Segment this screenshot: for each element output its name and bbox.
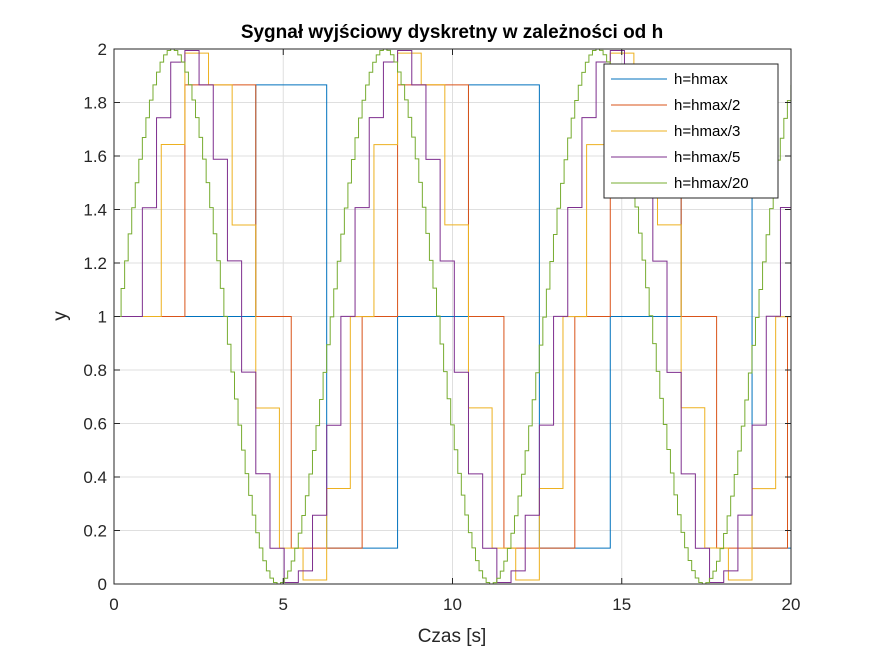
x-tick-label: 0 xyxy=(109,595,118,614)
y-tick-label: 0.8 xyxy=(83,361,107,380)
y-tick-label: 0.6 xyxy=(83,415,107,434)
legend-label-3: h=hmax/3 xyxy=(674,123,740,140)
series-line-4 xyxy=(114,49,791,584)
x-tick-label: 10 xyxy=(443,595,462,614)
y-tick-label: 1.6 xyxy=(83,147,107,166)
series-line-3 xyxy=(114,52,791,581)
legend-label-2: h=hmax/2 xyxy=(674,97,740,114)
y-tick-label: 0.2 xyxy=(83,522,107,541)
y-tick-label: 1.2 xyxy=(83,254,107,273)
y-tick-label: 1 xyxy=(98,308,107,327)
series-line-5 xyxy=(114,48,792,585)
legend: h=hmax h=hmax/2 h=hmax/3 h=hmax/5 h=hmax/20 xyxy=(603,63,779,199)
y-tick-label: 0 xyxy=(98,575,107,594)
x-tick-label: 20 xyxy=(782,595,801,614)
legend-label-4: h=hmax/5 xyxy=(674,149,740,166)
legend-label-1: h=hmax xyxy=(674,71,728,88)
legend-label-5: h=hmax/20 xyxy=(674,175,749,192)
x-tick-label: 15 xyxy=(612,595,631,614)
y-axis-label: y xyxy=(50,311,71,321)
x-tick-label: 5 xyxy=(279,595,288,614)
chart-title: Sygnał wyjściowy dyskretny w zależności … xyxy=(241,22,663,43)
axis-ticks: 0 5 10 15 20 0 0.2 0.4 0.6 0.8 1 1.2 1.4 1.6 1.8 2 xyxy=(83,40,800,614)
y-tick-label: 1.4 xyxy=(83,201,107,220)
y-tick-label: 2 xyxy=(98,40,107,59)
y-tick-label: 0.4 xyxy=(83,468,107,487)
y-tick-label: 1.8 xyxy=(83,94,107,113)
x-axis-label: Czas [s] xyxy=(418,626,487,647)
